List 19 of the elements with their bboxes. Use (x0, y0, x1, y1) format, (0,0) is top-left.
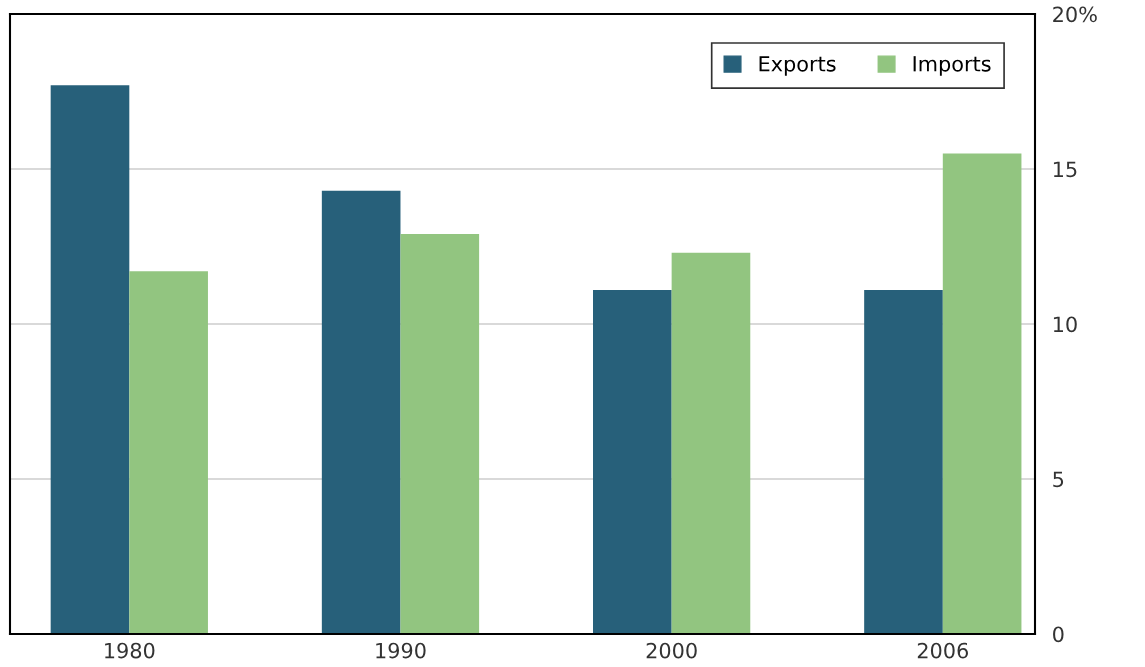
x-tick-label: 2000 (646, 642, 697, 659)
bar (942, 153, 1022, 634)
y-tick-label: 0 (1053, 626, 1064, 643)
x-tick-label: 1980 (105, 642, 155, 659)
y-tick-label: 20% (1053, 6, 1097, 23)
x-tick-label: 2006 (917, 642, 968, 659)
x-tick-label: 1990 (376, 642, 426, 659)
bar (321, 190, 401, 634)
legend-label: Imports (913, 56, 991, 76)
bar (50, 85, 130, 634)
bar (864, 289, 943, 634)
bar (129, 271, 208, 634)
y-tick-label: 5 (1053, 471, 1064, 488)
y-tick-label: 10 (1053, 316, 1077, 333)
bar (671, 252, 751, 634)
bar (400, 234, 480, 634)
legend-label: Exports (759, 56, 836, 76)
bar (593, 289, 672, 634)
y-tick-label: 15 (1053, 161, 1077, 178)
